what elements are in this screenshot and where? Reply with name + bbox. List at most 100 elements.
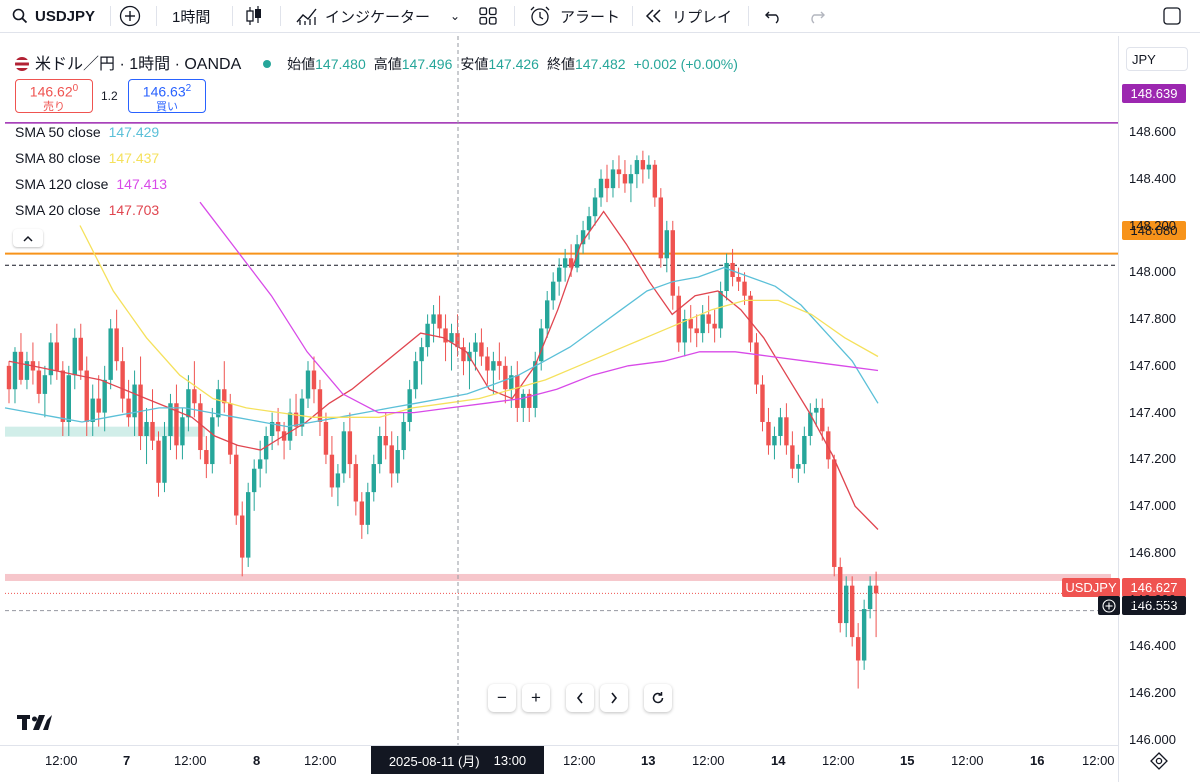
buy-button[interactable]: 146.632 買い	[128, 79, 206, 113]
chevron-down-icon: ⌄	[450, 9, 461, 23]
candle-body	[120, 361, 125, 399]
candle-body	[527, 393, 532, 408]
candle-body	[676, 295, 681, 343]
candle-body	[168, 403, 173, 436]
sma-legend-row[interactable]: SMA 20 close 147.703	[15, 202, 159, 218]
scroll-left-button[interactable]	[566, 684, 594, 712]
sma-legend-row[interactable]: SMA 50 close 147.429	[15, 124, 159, 140]
candle-body	[545, 300, 550, 329]
candle-body	[849, 585, 855, 638]
candle-body	[18, 351, 24, 380]
undo-button[interactable]	[764, 0, 784, 32]
currency-selector[interactable]: JPY	[1126, 47, 1188, 71]
candle-body	[144, 421, 149, 436]
symbol-search-button[interactable]: USDJPY	[12, 0, 95, 32]
fullscreen-button[interactable]	[1162, 0, 1182, 32]
candle-body	[855, 637, 861, 661]
plus-circle-icon	[119, 5, 141, 27]
price-tick-label: 148.600	[1129, 124, 1176, 139]
candle-body	[628, 174, 634, 184]
symbol-label: USDJPY	[35, 7, 96, 25]
candle-body	[724, 262, 729, 292]
zoom-out-button[interactable]: −	[488, 684, 516, 712]
candle-body	[580, 230, 586, 245]
candle-body	[742, 281, 747, 296]
open-value: 147.480	[315, 56, 366, 72]
price-tick-label: 147.800	[1129, 311, 1176, 327]
time-tick-label: 12:00	[1082, 753, 1115, 768]
candle-body	[60, 370, 66, 422]
time-tick-label: 8	[253, 753, 261, 768]
candle-body	[383, 436, 388, 446]
chevron-right-icon	[611, 692, 618, 704]
symbol-legend: 米ドル／円 · 1時間 · OANDA 始値147.480 高値147.496 安値…	[15, 50, 738, 74]
candle-body	[180, 417, 185, 446]
scroll-right-button[interactable]	[600, 684, 628, 712]
candle-body	[682, 319, 687, 343]
chart-type-button[interactable]	[244, 0, 264, 32]
plus-icon: +	[531, 688, 541, 707]
low-label: 安値	[460, 56, 489, 72]
candle-body	[796, 464, 801, 469]
plus-circle-icon	[1102, 598, 1116, 613]
candle-body	[473, 342, 478, 352]
candle-body	[192, 389, 197, 404]
time-tick-label: 12:00	[563, 753, 596, 768]
collapse-legend-button[interactable]	[13, 229, 43, 247]
candle-body	[754, 342, 759, 385]
reset-chart-button[interactable]	[644, 684, 672, 712]
price-chart[interactable]	[0, 36, 1200, 782]
candle-body	[365, 492, 370, 525]
time-tick-label: 16	[1030, 753, 1045, 768]
candle-body	[766, 421, 771, 446]
add-alert-at-price-button[interactable]	[1098, 596, 1120, 615]
candle-body	[186, 389, 191, 418]
sma-value: 147.703	[108, 202, 160, 218]
candle-body	[652, 164, 658, 198]
legend-title: 米ドル／円 · 1時間 · OANDA	[35, 56, 242, 73]
zoom-in-button[interactable]: +	[522, 684, 550, 712]
candle-body	[556, 267, 562, 282]
candle-body	[867, 585, 873, 610]
candle-body	[646, 164, 652, 170]
candle-body	[138, 384, 143, 436]
redo-button[interactable]	[806, 0, 826, 32]
market-status-dot	[263, 60, 272, 68]
sma-legend-row[interactable]: SMA 80 close 147.437	[15, 150, 159, 166]
chart-area[interactable]	[0, 36, 1200, 782]
candle-body	[509, 375, 514, 390]
alert-button[interactable]: アラート	[529, 0, 620, 32]
indicators-button[interactable]: インジケーター ⌄	[296, 0, 460, 32]
candle-body	[210, 417, 215, 465]
search-icon	[12, 8, 28, 24]
high-label: 高値	[373, 56, 402, 72]
candle-body	[503, 365, 508, 390]
sma-line	[199, 201, 879, 414]
time-tick-label: 12:00	[174, 753, 207, 768]
chart-settings-button[interactable]	[1150, 752, 1168, 775]
sell-button[interactable]: 146.620 売り	[15, 79, 93, 113]
time-tick-label: 14	[771, 753, 786, 768]
indicators-icon	[296, 8, 317, 25]
crosshair-date: 2025-08-11 (月)	[388, 753, 480, 769]
replay-label: リプレイ	[672, 8, 733, 26]
replay-button[interactable]: リプレイ	[644, 0, 732, 32]
layouts-button[interactable]	[478, 0, 498, 32]
time-tick-label: 7	[123, 753, 131, 768]
compare-button[interactable]	[119, 0, 141, 32]
candle-body	[694, 328, 699, 334]
candle-body	[562, 258, 568, 268]
candle-body	[317, 389, 323, 422]
sma-legend-row[interactable]: SMA 120 close 147.413	[15, 176, 167, 192]
price-tick-label: 146.800	[1129, 544, 1176, 560]
candle-body	[311, 370, 317, 390]
interval-button[interactable]: 1時間	[172, 8, 211, 26]
alert-label: アラート	[560, 8, 621, 26]
candle-body	[640, 160, 646, 170]
sma-line	[8, 210, 879, 530]
candle-body	[586, 216, 592, 231]
buy-label: 買い	[156, 100, 178, 113]
candle-body	[790, 445, 795, 469]
undo-icon	[765, 11, 779, 24]
candle-body	[48, 342, 54, 376]
